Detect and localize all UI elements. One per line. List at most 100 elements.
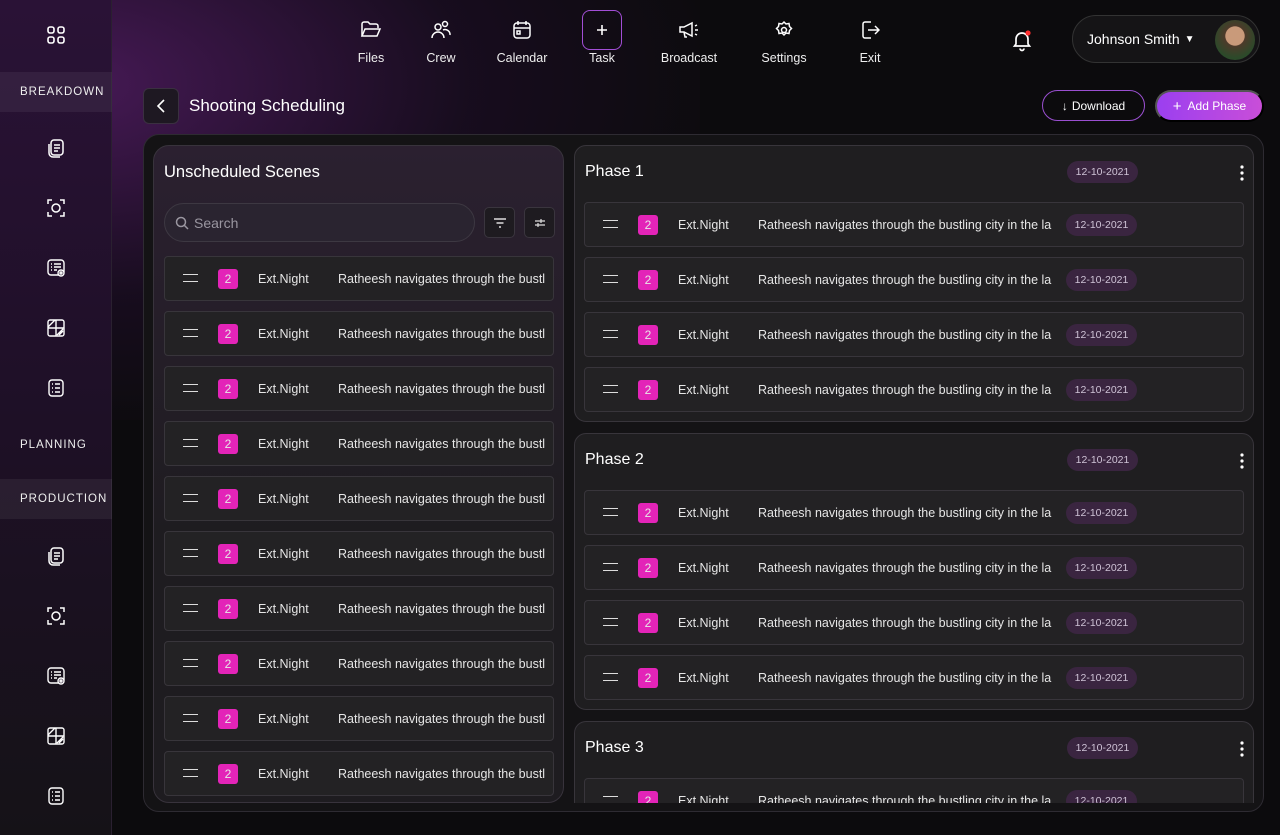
- list-view-icon[interactable]: [44, 664, 68, 688]
- scene-description: Ratheesh navigates through the bustling …: [338, 712, 545, 726]
- search-placeholder: Search: [194, 214, 239, 231]
- scene-row[interactable]: 2 Ext.Night Ratheesh navigates through the…: [584, 778, 1244, 803]
- drag-handle-icon[interactable]: [603, 330, 618, 338]
- scene-number-badge: 2: [218, 544, 238, 564]
- scene-description: Ratheesh navigates through the bustling …: [758, 561, 1052, 575]
- drag-handle-icon[interactable]: [183, 274, 198, 282]
- scene-number-badge: 2: [638, 325, 658, 345]
- script-icon[interactable]: [44, 544, 68, 568]
- scene-description: Ratheesh navigates through the bustling …: [338, 547, 545, 561]
- drag-handle-icon[interactable]: [603, 618, 618, 626]
- drag-handle-icon[interactable]: [603, 796, 618, 803]
- scene-row[interactable]: 2 Ext.Night Ratheesh navigates through the…: [164, 696, 554, 741]
- scene-setting: Ext.Night: [258, 437, 309, 451]
- avatar: [1215, 20, 1255, 60]
- checklist-icon[interactable]: [44, 784, 68, 808]
- scene-row[interactable]: 2 Ext.Night Ratheesh navigates through the…: [584, 257, 1244, 302]
- nav-broadcast[interactable]: Broadcast: [649, 10, 729, 65]
- nav-label: Calendar: [496, 51, 548, 65]
- filter-button[interactable]: [484, 207, 515, 238]
- script-icon[interactable]: [44, 136, 68, 160]
- drag-handle-icon[interactable]: [183, 439, 198, 447]
- scene-row[interactable]: 2 Ext.Night Ratheesh navigates through the…: [584, 312, 1244, 357]
- scene-row[interactable]: 2 Ext.Night Ratheesh navigates through the…: [164, 531, 554, 576]
- drag-handle-icon[interactable]: [183, 659, 198, 667]
- more-vertical-icon[interactable]: [1239, 164, 1245, 182]
- scene-row[interactable]: 2 Ext.Night Ratheesh navigates through the…: [584, 367, 1244, 412]
- drag-handle-icon[interactable]: [183, 604, 198, 612]
- download-button[interactable]: ↓ Download: [1042, 90, 1145, 121]
- scene-row[interactable]: 2 Ext.Night Ratheesh navigates through the…: [164, 476, 554, 521]
- add-phase-button[interactable]: + Add Phase: [1155, 90, 1264, 122]
- scene-row[interactable]: 2 Ext.Night Ratheesh navigates through the…: [164, 421, 554, 466]
- drag-handle-icon[interactable]: [603, 673, 618, 681]
- scene-row[interactable]: 2 Ext.Night Ratheesh navigates through the…: [164, 311, 554, 356]
- scan-icon[interactable]: [44, 604, 68, 628]
- drag-handle-icon[interactable]: [183, 494, 198, 502]
- storyboard-icon[interactable]: [44, 724, 68, 748]
- nav-files[interactable]: Files: [331, 10, 411, 65]
- storyboard-icon[interactable]: [44, 316, 68, 340]
- scene-row[interactable]: 2 Ext.Night Ratheesh navigates through the…: [584, 545, 1244, 590]
- scene-row[interactable]: 2 Ext.Night Ratheesh navigates through the…: [164, 751, 554, 796]
- drag-handle-icon[interactable]: [183, 769, 198, 777]
- more-vertical-icon[interactable]: [1239, 452, 1245, 470]
- scene-row[interactable]: 2 Ext.Night Ratheesh navigates through the…: [164, 641, 554, 686]
- sidebar-section-production[interactable]: PRODUCTION: [0, 479, 112, 519]
- search-input[interactable]: Search: [164, 203, 475, 242]
- sidebar-section-breakdown[interactable]: BREAKDOWN: [0, 72, 112, 112]
- scene-date: 12-10-2021: [1066, 502, 1137, 524]
- scene-row[interactable]: 2 Ext.Night Ratheesh navigates through the…: [164, 586, 554, 631]
- scene-row[interactable]: 2 Ext.Night Ratheesh navigates through the…: [584, 655, 1244, 700]
- drag-handle-icon[interactable]: [603, 385, 618, 393]
- scene-row[interactable]: 2 Ext.Night Ratheesh navigates through the…: [164, 256, 554, 301]
- scene-description: Ratheesh navigates through the bustling …: [758, 218, 1052, 232]
- scene-row[interactable]: 2 Ext.Night Ratheesh navigates through the…: [164, 366, 554, 411]
- drag-handle-icon[interactable]: [183, 384, 198, 392]
- nav-calendar[interactable]: Calendar: [482, 10, 562, 65]
- add-phase-label: Add Phase: [1187, 99, 1247, 113]
- phase-date: 12-10-2021: [1067, 449, 1138, 471]
- grid-icon[interactable]: [44, 23, 68, 47]
- nav-settings[interactable]: Settings: [744, 10, 824, 65]
- scene-date: 12-10-2021: [1066, 557, 1137, 579]
- nav-crew[interactable]: Crew: [401, 10, 481, 65]
- list-view-icon[interactable]: [44, 256, 68, 280]
- chevron-down-icon: ▼: [1184, 33, 1195, 45]
- nav-label: Broadcast: [660, 51, 718, 65]
- back-button[interactable]: [143, 88, 179, 124]
- drag-handle-icon[interactable]: [603, 220, 618, 228]
- scene-number-badge: 2: [218, 764, 238, 784]
- scene-row[interactable]: 2 Ext.Night Ratheesh navigates through the…: [584, 490, 1244, 535]
- drag-handle-icon[interactable]: [183, 549, 198, 557]
- sidebar-section-planning[interactable]: PLANNING: [20, 439, 87, 451]
- scan-icon[interactable]: [44, 196, 68, 220]
- scene-description: Ratheesh navigates through the bustling …: [758, 794, 1052, 803]
- nav-exit[interactable]: Exit: [830, 10, 910, 65]
- gear-icon: [764, 10, 804, 50]
- drag-handle-icon[interactable]: [603, 563, 618, 571]
- scene-description: Ratheesh navigates through the bustling …: [758, 383, 1052, 397]
- drag-handle-icon[interactable]: [183, 329, 198, 337]
- drag-handle-icon[interactable]: [183, 714, 198, 722]
- scene-row[interactable]: 2 Ext.Night Ratheesh navigates through the…: [584, 600, 1244, 645]
- more-vertical-icon[interactable]: [1239, 740, 1245, 758]
- scene-date: 12-10-2021: [1066, 214, 1137, 236]
- bell-icon[interactable]: [1010, 28, 1034, 52]
- folder-icon: [351, 10, 391, 50]
- scene-setting: Ext.Night: [258, 657, 309, 671]
- user-menu[interactable]: Johnson Smith ▼: [1072, 15, 1260, 63]
- scene-number-badge: 2: [638, 613, 658, 633]
- adjust-button[interactable]: [524, 207, 555, 238]
- scene-number-badge: 2: [638, 215, 658, 235]
- nav-label: Settings: [761, 51, 807, 65]
- scene-number-badge: 2: [638, 791, 658, 803]
- scene-description: Ratheesh navigates through the bustling …: [338, 602, 545, 616]
- scene-number-badge: 2: [638, 270, 658, 290]
- unscheduled-title: Unscheduled Scenes: [164, 163, 320, 181]
- scene-row[interactable]: 2 Ext.Night Ratheesh navigates through the…: [584, 202, 1244, 247]
- drag-handle-icon[interactable]: [603, 275, 618, 283]
- drag-handle-icon[interactable]: [603, 508, 618, 516]
- nav-task[interactable]: Task: [562, 10, 642, 65]
- checklist-icon[interactable]: [44, 376, 68, 400]
